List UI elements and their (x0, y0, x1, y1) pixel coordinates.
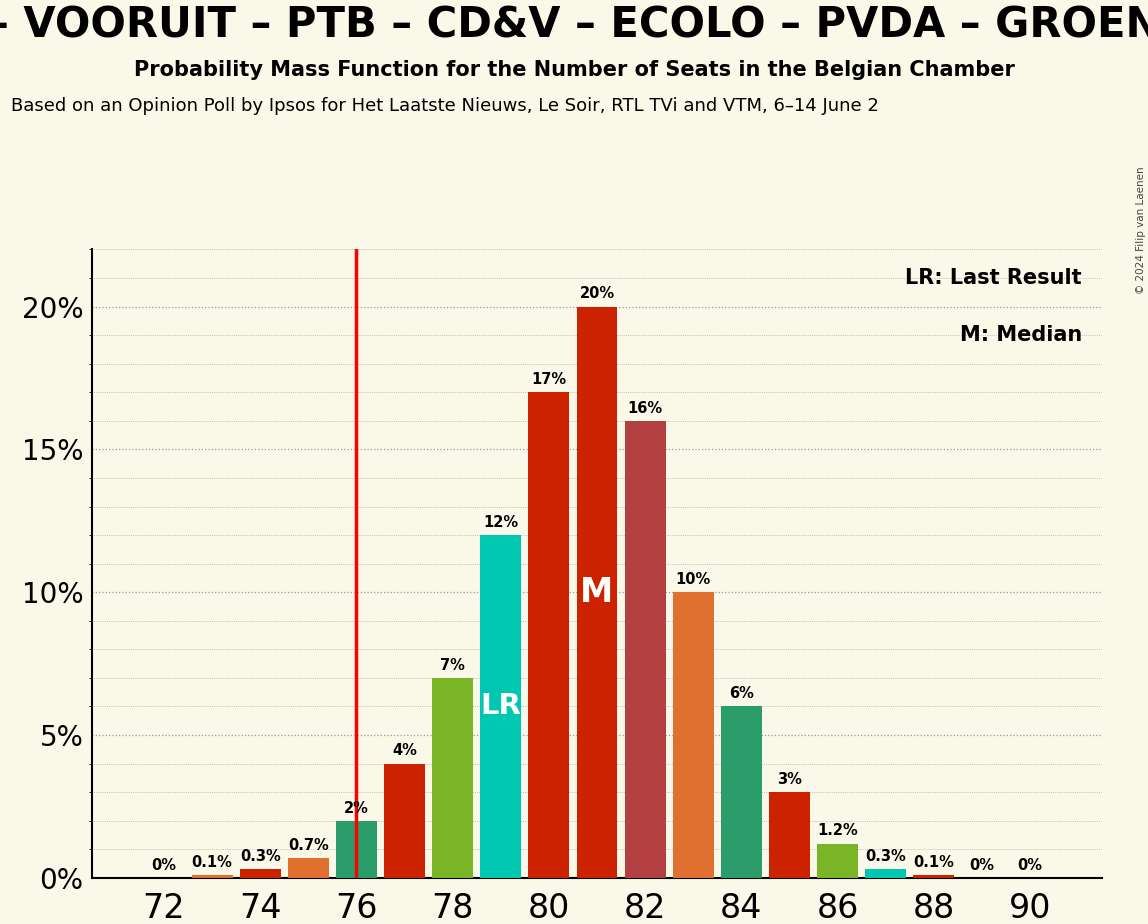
Text: 4%: 4% (393, 744, 417, 759)
Text: 1.2%: 1.2% (817, 823, 858, 838)
Text: 0.3%: 0.3% (866, 849, 906, 864)
Text: 0.7%: 0.7% (288, 838, 328, 853)
Text: 6%: 6% (729, 687, 754, 701)
Bar (673, 592, 714, 878)
Text: M: M (581, 576, 613, 609)
Bar (866, 869, 906, 878)
Text: 0.1%: 0.1% (914, 855, 954, 869)
Text: 16%: 16% (628, 401, 662, 416)
Text: 0%: 0% (152, 857, 177, 872)
Bar (385, 763, 425, 878)
Text: 3%: 3% (777, 772, 801, 787)
Bar (769, 792, 809, 878)
Bar (480, 535, 521, 878)
Bar (192, 875, 233, 878)
Bar (721, 707, 762, 878)
Text: LR: LR (480, 692, 521, 721)
Bar (528, 393, 569, 878)
Bar (914, 875, 954, 878)
Text: © 2024 Filip van Laenen: © 2024 Filip van Laenen (1135, 166, 1146, 294)
Bar (336, 821, 377, 878)
Text: Probability Mass Function for the Number of Seats in the Belgian Chamber: Probability Mass Function for the Number… (133, 60, 1015, 80)
Text: 0.1%: 0.1% (192, 855, 233, 869)
Text: 20%: 20% (580, 286, 614, 301)
Text: LR: Last Result: LR: Last Result (906, 268, 1081, 288)
Text: 0%: 0% (1017, 857, 1042, 872)
Bar (625, 420, 666, 878)
Text: 7%: 7% (440, 658, 465, 673)
Bar (240, 869, 280, 878)
Text: 0%: 0% (969, 857, 994, 872)
Text: 0.3%: 0.3% (240, 849, 280, 864)
Bar (432, 678, 473, 878)
Text: M: Median: M: Median (960, 325, 1081, 345)
Text: 10%: 10% (675, 572, 711, 587)
Bar (576, 307, 618, 878)
Bar (288, 857, 328, 878)
Text: 17%: 17% (532, 372, 566, 387)
Text: Based on an Opinion Poll by Ipsos for Het Laatste Nieuws, Le Soir, RTL TVi and V: Based on an Opinion Poll by Ipsos for He… (11, 97, 879, 115)
Bar (817, 844, 858, 878)
Text: 2%: 2% (344, 800, 369, 816)
Text: 12%: 12% (483, 515, 518, 530)
Text: – VOORUIT – PTB – CD&V – ECOLO – PVDA – GROEN: – VOORUIT – PTB – CD&V – ECOLO – PVDA – … (0, 5, 1148, 46)
